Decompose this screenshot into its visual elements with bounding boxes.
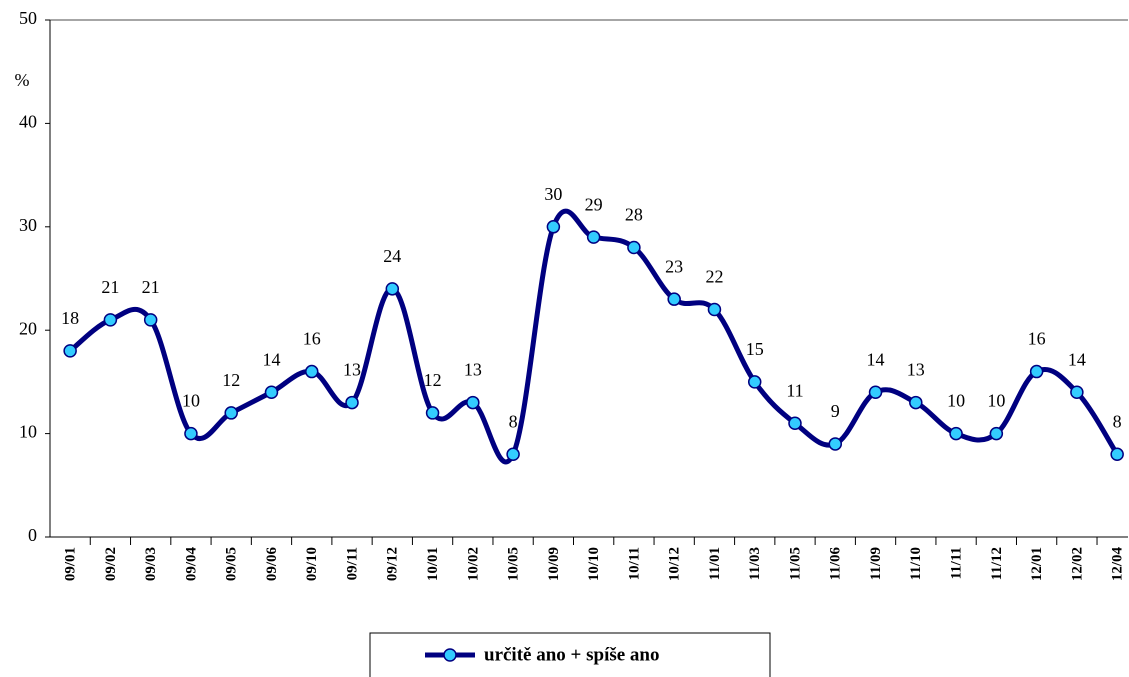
data-point	[627, 240, 641, 255]
x-tick-label: 11/05	[787, 547, 803, 580]
x-tick-label: 09/01	[63, 547, 79, 581]
data-label: 8	[1113, 411, 1122, 431]
data-point	[747, 375, 762, 389]
legend-label: určitě ano + spíše ano	[484, 644, 660, 665]
data-point	[949, 426, 963, 441]
data-point	[586, 230, 601, 244]
data-label: 13	[464, 360, 482, 380]
data-label: 15	[746, 339, 764, 359]
x-tick-label: 10/05	[506, 547, 522, 581]
legend-marker	[443, 648, 457, 662]
x-tick-label: 10/01	[425, 547, 441, 581]
x-tick-label: 09/05	[224, 547, 240, 581]
data-point	[466, 395, 480, 410]
data-point	[385, 282, 400, 296]
data-point	[667, 292, 681, 306]
x-tick-label: 11/12	[989, 547, 1005, 580]
data-label: 22	[705, 267, 723, 287]
data-label: 9	[831, 401, 840, 421]
data-label: 21	[142, 277, 160, 297]
data-point	[546, 220, 561, 234]
y-tick-label: 0	[28, 525, 37, 545]
x-tick-label: 09/11	[344, 547, 360, 580]
data-point	[305, 364, 319, 379]
data-label: 10	[182, 391, 200, 411]
x-tick-label: 12/01	[1029, 547, 1045, 581]
data-label: 16	[303, 329, 321, 349]
data-point	[264, 385, 279, 399]
data-point	[989, 426, 1004, 441]
x-tick-label: 09/02	[103, 547, 119, 581]
y-axis-label: %	[15, 70, 30, 90]
data-label: 13	[343, 360, 361, 380]
data-label: 10	[947, 391, 965, 411]
y-tick-label: 10	[19, 422, 37, 442]
x-tick-label: 10/11	[626, 547, 642, 580]
x-tick-label: 09/04	[183, 547, 199, 582]
x-tick-label: 09/06	[264, 547, 280, 582]
x-tick-label: 11/09	[868, 547, 884, 580]
data-label: 14	[867, 349, 885, 369]
data-label: 14	[1068, 349, 1086, 369]
data-label: 24	[383, 246, 401, 266]
y-tick-label: 30	[19, 215, 37, 235]
series-line	[68, 208, 1120, 465]
y-tick-label: 40	[19, 112, 37, 132]
data-label: 29	[585, 194, 603, 214]
x-tick-label: 12/02	[1069, 547, 1085, 581]
data-label: 18	[61, 308, 79, 328]
data-point	[1029, 364, 1044, 379]
data-label: 11	[786, 380, 803, 400]
data-label: 8	[509, 411, 518, 431]
x-tick-label: 11/11	[949, 547, 965, 580]
x-tick-label: 11/01	[707, 547, 723, 580]
y-tick-label: 50	[19, 8, 37, 28]
x-tick-label: 10/10	[586, 547, 602, 581]
data-label: 12	[424, 370, 442, 390]
x-tick-label: 11/10	[908, 547, 924, 580]
data-point	[788, 416, 802, 431]
data-point	[345, 395, 359, 410]
data-point	[143, 313, 158, 327]
y-tick-label: 20	[19, 318, 37, 338]
data-point	[103, 313, 118, 327]
data-point	[425, 406, 440, 420]
x-tick-label: 09/10	[304, 547, 320, 581]
x-tick-label: 11/06	[828, 547, 844, 581]
x-tick-label: 09/12	[385, 547, 401, 581]
data-label: 21	[101, 277, 119, 297]
x-tick-label: 12/04	[1110, 547, 1126, 582]
data-point	[828, 437, 843, 451]
x-tick-label: 11/03	[747, 547, 763, 580]
data-point	[1070, 385, 1084, 399]
x-tick-label: 10/09	[546, 547, 562, 581]
data-point	[63, 344, 77, 358]
data-label: 28	[625, 205, 643, 225]
data-label: 10	[987, 391, 1005, 411]
data-label: 30	[544, 184, 562, 204]
data-point	[224, 406, 238, 420]
x-tick-label: 09/03	[143, 547, 159, 581]
data-label: 13	[907, 360, 925, 380]
data-point	[1110, 447, 1124, 462]
data-point	[909, 395, 923, 410]
x-tick-label: 10/12	[667, 547, 683, 581]
data-label: 12	[222, 370, 240, 390]
data-point	[184, 426, 198, 441]
x-tick-label: 10/02	[465, 547, 481, 581]
data-label: 16	[1028, 329, 1046, 349]
data-label: 14	[262, 349, 280, 369]
data-point	[707, 302, 722, 317]
data-point	[868, 385, 883, 399]
data-label: 23	[665, 256, 683, 276]
data-point	[506, 447, 520, 462]
